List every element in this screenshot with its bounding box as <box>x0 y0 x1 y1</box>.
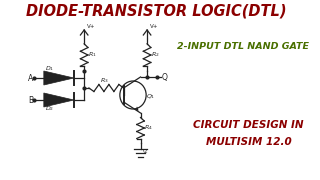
Text: $R_4$: $R_4$ <box>144 123 153 132</box>
Text: 2-INPUT DTL NAND GATE: 2-INPUT DTL NAND GATE <box>177 42 309 51</box>
Text: V-: V- <box>143 150 149 155</box>
Text: $R_3$: $R_3$ <box>100 76 108 86</box>
Text: Q: Q <box>161 73 167 82</box>
Text: $D_1$: $D_1$ <box>45 65 54 73</box>
Text: MULTISIM 12.0: MULTISIM 12.0 <box>206 137 292 147</box>
Polygon shape <box>44 71 74 85</box>
Text: DIODE-TRANSISTOR LOGIC(DTL): DIODE-TRANSISTOR LOGIC(DTL) <box>26 3 287 19</box>
Text: $R_2$: $R_2$ <box>151 51 160 59</box>
Text: V+: V+ <box>150 24 158 29</box>
Text: B: B <box>28 96 33 105</box>
Text: $Q_1$: $Q_1$ <box>146 93 156 101</box>
Text: A: A <box>28 73 33 82</box>
Text: CIRCUIT DESIGN IN: CIRCUIT DESIGN IN <box>193 120 304 130</box>
Polygon shape <box>44 93 74 107</box>
Text: $R_1$: $R_1$ <box>88 51 97 59</box>
Text: $D_2$: $D_2$ <box>45 105 54 113</box>
Text: V+: V+ <box>87 24 95 29</box>
